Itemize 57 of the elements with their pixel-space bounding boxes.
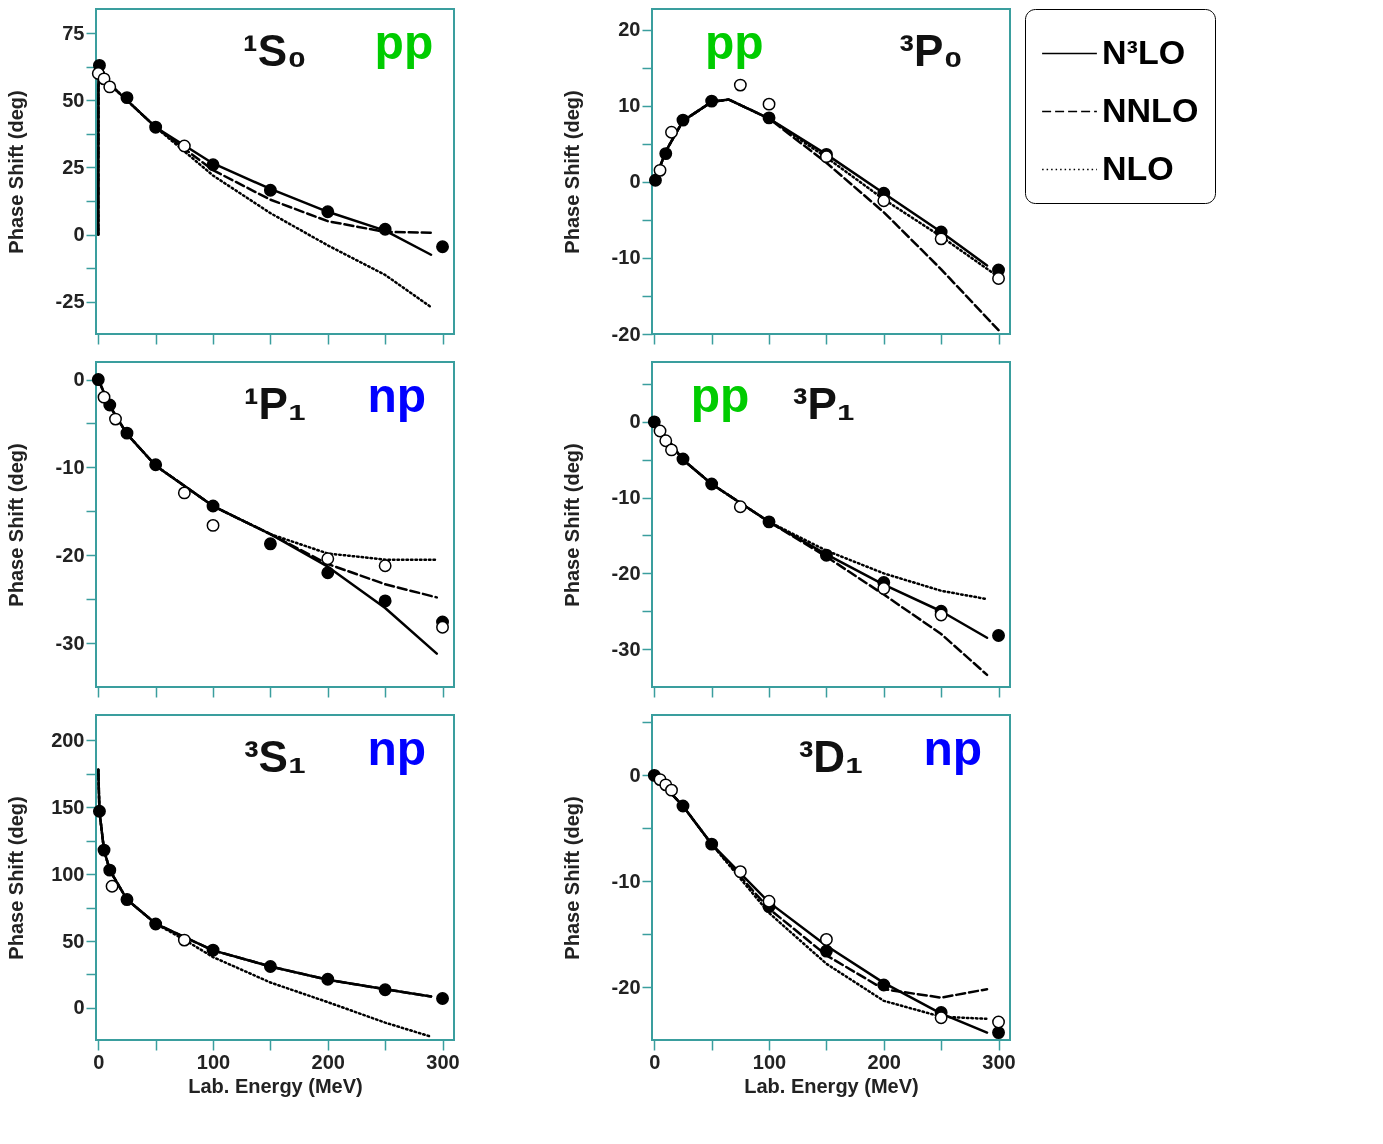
y-tick-label: 200 [51,728,85,751]
y-tick-label: -20 [611,322,641,345]
y-tick-label: -10 [611,869,641,892]
y-tick-label: -10 [611,246,641,269]
y-tick-label: 50 [62,929,85,952]
y-tick-label: 0 [629,763,641,786]
y-tick-label: 0 [73,223,85,246]
legend-label: N³LO [1102,32,1186,71]
y-tick-label: -20 [611,975,641,998]
y-tick-label: -30 [55,631,85,654]
x-tick-label: 100 [196,1050,231,1073]
x-axis-title: Lab. Energy (MeV) [744,1074,919,1097]
y-tick-label: 20 [618,18,641,41]
y-tick-label: 150 [51,795,85,818]
chart-title: ³S₁ [243,732,307,781]
y-tick-label: 10 [618,94,641,117]
y-axis-title: Phase Shift (deg) [4,90,27,254]
y-tick-label: 50 [62,88,85,111]
y-tick-label: -10 [611,486,641,509]
y-tick-label: 0 [73,996,85,1019]
y-tick-label: 0 [73,368,85,391]
legend-label: NLO [1102,148,1174,187]
x-tick-label: 300 [982,1050,1016,1073]
y-axis-title: Phase Shift (deg) [560,443,583,607]
x-tick-label: 0 [93,1050,105,1073]
annotation: pp [374,16,434,69]
y-tick-label: 0 [629,170,641,193]
chart-title: ³D₁ [798,732,864,781]
x-tick-label: 0 [649,1050,661,1073]
annotation: np [367,722,427,775]
y-axis-title: Phase Shift (deg) [4,796,27,960]
chart-title: ³P₀ [899,26,964,75]
y-axis-title: Phase Shift (deg) [4,443,27,607]
y-tick-label: 25 [62,155,85,178]
chart-title: ¹P₁ [243,379,307,428]
x-tick-label: 300 [426,1050,460,1073]
y-axis-title: Phase Shift (deg) [560,796,583,960]
legend-label: NNLO [1102,90,1199,129]
y-tick-label: -20 [611,561,641,584]
chart-title: ³P₁ [792,379,855,428]
y-tick-label: -10 [55,455,85,478]
annotation: np [367,369,427,422]
x-tick-label: 100 [752,1050,787,1073]
annotation: pp [705,16,764,69]
y-tick-label: -20 [55,543,85,566]
annotation: pp [690,369,750,422]
y-tick-label: -30 [611,637,641,660]
x-axis-title: Lab. Energy (MeV) [188,1074,363,1097]
x-tick-label: 200 [867,1050,901,1073]
y-tick-label: 100 [51,862,85,885]
y-axis-title: Phase Shift (deg) [560,90,583,254]
y-tick-label: 75 [62,21,85,44]
chart-title: ¹S₀ [243,26,307,75]
x-tick-label: 200 [311,1050,345,1073]
annotation: np [923,722,983,775]
y-tick-label: -25 [55,290,85,313]
y-tick-label: 0 [629,410,641,433]
